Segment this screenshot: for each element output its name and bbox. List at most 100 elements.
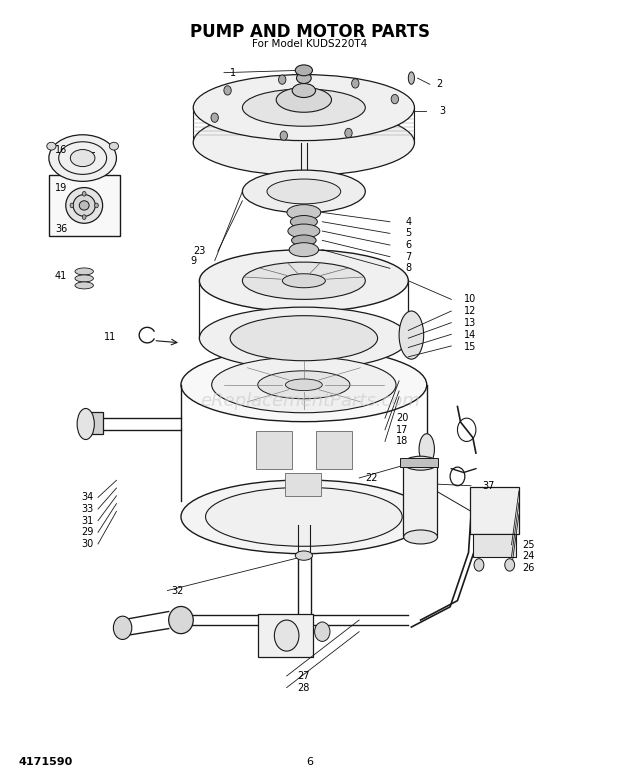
Text: 6: 6 [405,240,412,250]
Text: 36: 36 [55,224,68,235]
Text: 37: 37 [482,481,494,491]
Ellipse shape [295,551,312,560]
Circle shape [474,558,484,571]
Text: 19: 19 [55,182,68,192]
Ellipse shape [409,72,414,84]
Ellipse shape [77,408,94,439]
Ellipse shape [79,201,89,210]
Ellipse shape [75,282,94,289]
Bar [316,432,352,468]
Text: 14: 14 [464,330,476,340]
Circle shape [505,558,515,571]
Text: 8: 8 [405,264,412,274]
Ellipse shape [169,607,193,633]
Text: 26: 26 [522,563,534,573]
Ellipse shape [296,73,311,84]
Circle shape [345,128,352,138]
Text: 22: 22 [365,473,378,483]
Text: 4: 4 [405,217,412,227]
Text: 41: 41 [55,271,68,281]
Text: 28: 28 [298,683,310,693]
Text: PUMP AND MOTOR PARTS: PUMP AND MOTOR PARTS [190,23,430,41]
Text: 18: 18 [396,436,409,447]
Ellipse shape [285,379,322,391]
Ellipse shape [206,487,402,547]
Circle shape [82,215,86,220]
Ellipse shape [230,316,378,361]
Text: 1: 1 [230,68,236,77]
Ellipse shape [288,224,320,238]
Text: 25: 25 [522,540,534,550]
Ellipse shape [242,89,365,126]
Text: 13: 13 [464,318,476,328]
Ellipse shape [200,249,409,312]
Text: 7: 7 [405,252,412,262]
Text: 5: 5 [405,228,412,239]
Ellipse shape [49,135,117,181]
Text: 15: 15 [464,342,476,352]
Bar [258,614,313,657]
Ellipse shape [276,88,332,113]
Ellipse shape [399,311,423,359]
Ellipse shape [258,371,350,399]
Circle shape [224,86,231,95]
Ellipse shape [419,434,435,465]
Ellipse shape [70,149,95,167]
Text: 3: 3 [439,106,445,117]
Circle shape [278,75,286,84]
Ellipse shape [193,109,414,175]
Circle shape [82,192,86,196]
Text: 29: 29 [81,527,94,537]
Ellipse shape [295,65,312,76]
Ellipse shape [181,348,427,421]
Text: 9: 9 [190,256,197,266]
Text: 20: 20 [396,413,409,423]
Bar [470,487,519,534]
Circle shape [70,203,74,208]
Ellipse shape [275,620,299,651]
Ellipse shape [314,622,330,641]
Text: 10: 10 [464,294,476,304]
Text: 24: 24 [522,551,534,561]
Text: 6: 6 [306,757,314,767]
Ellipse shape [267,179,341,204]
Bar [401,457,438,467]
Ellipse shape [73,195,95,217]
Text: 33: 33 [81,504,94,514]
Ellipse shape [291,235,316,246]
Text: 11: 11 [104,332,117,342]
Ellipse shape [46,142,56,150]
Ellipse shape [75,268,94,275]
Ellipse shape [66,188,103,224]
Text: 30: 30 [81,539,94,549]
Text: 17: 17 [396,425,409,435]
Text: 4171590: 4171590 [18,757,73,767]
Text: For Model KUDS220T4: For Model KUDS220T4 [252,39,368,49]
Ellipse shape [290,216,317,228]
Ellipse shape [75,275,94,282]
Text: 27: 27 [298,671,310,681]
Ellipse shape [211,357,396,413]
Ellipse shape [109,142,118,150]
Circle shape [391,95,399,104]
Text: 23: 23 [193,246,206,256]
Text: 34: 34 [81,493,94,502]
Text: 32: 32 [172,586,184,596]
Ellipse shape [242,170,365,213]
Ellipse shape [113,616,132,640]
Bar [404,463,437,537]
Ellipse shape [282,274,326,288]
Ellipse shape [200,307,409,369]
Circle shape [352,79,359,88]
Ellipse shape [193,74,414,141]
Text: eReplacementParts.com: eReplacementParts.com [200,392,420,410]
Text: 16: 16 [55,145,68,156]
Circle shape [280,131,288,140]
Ellipse shape [242,262,365,300]
Ellipse shape [404,456,438,470]
Bar [285,472,321,496]
Bar [49,175,120,235]
Ellipse shape [404,530,438,544]
Ellipse shape [181,480,427,554]
Text: 12: 12 [464,306,476,316]
